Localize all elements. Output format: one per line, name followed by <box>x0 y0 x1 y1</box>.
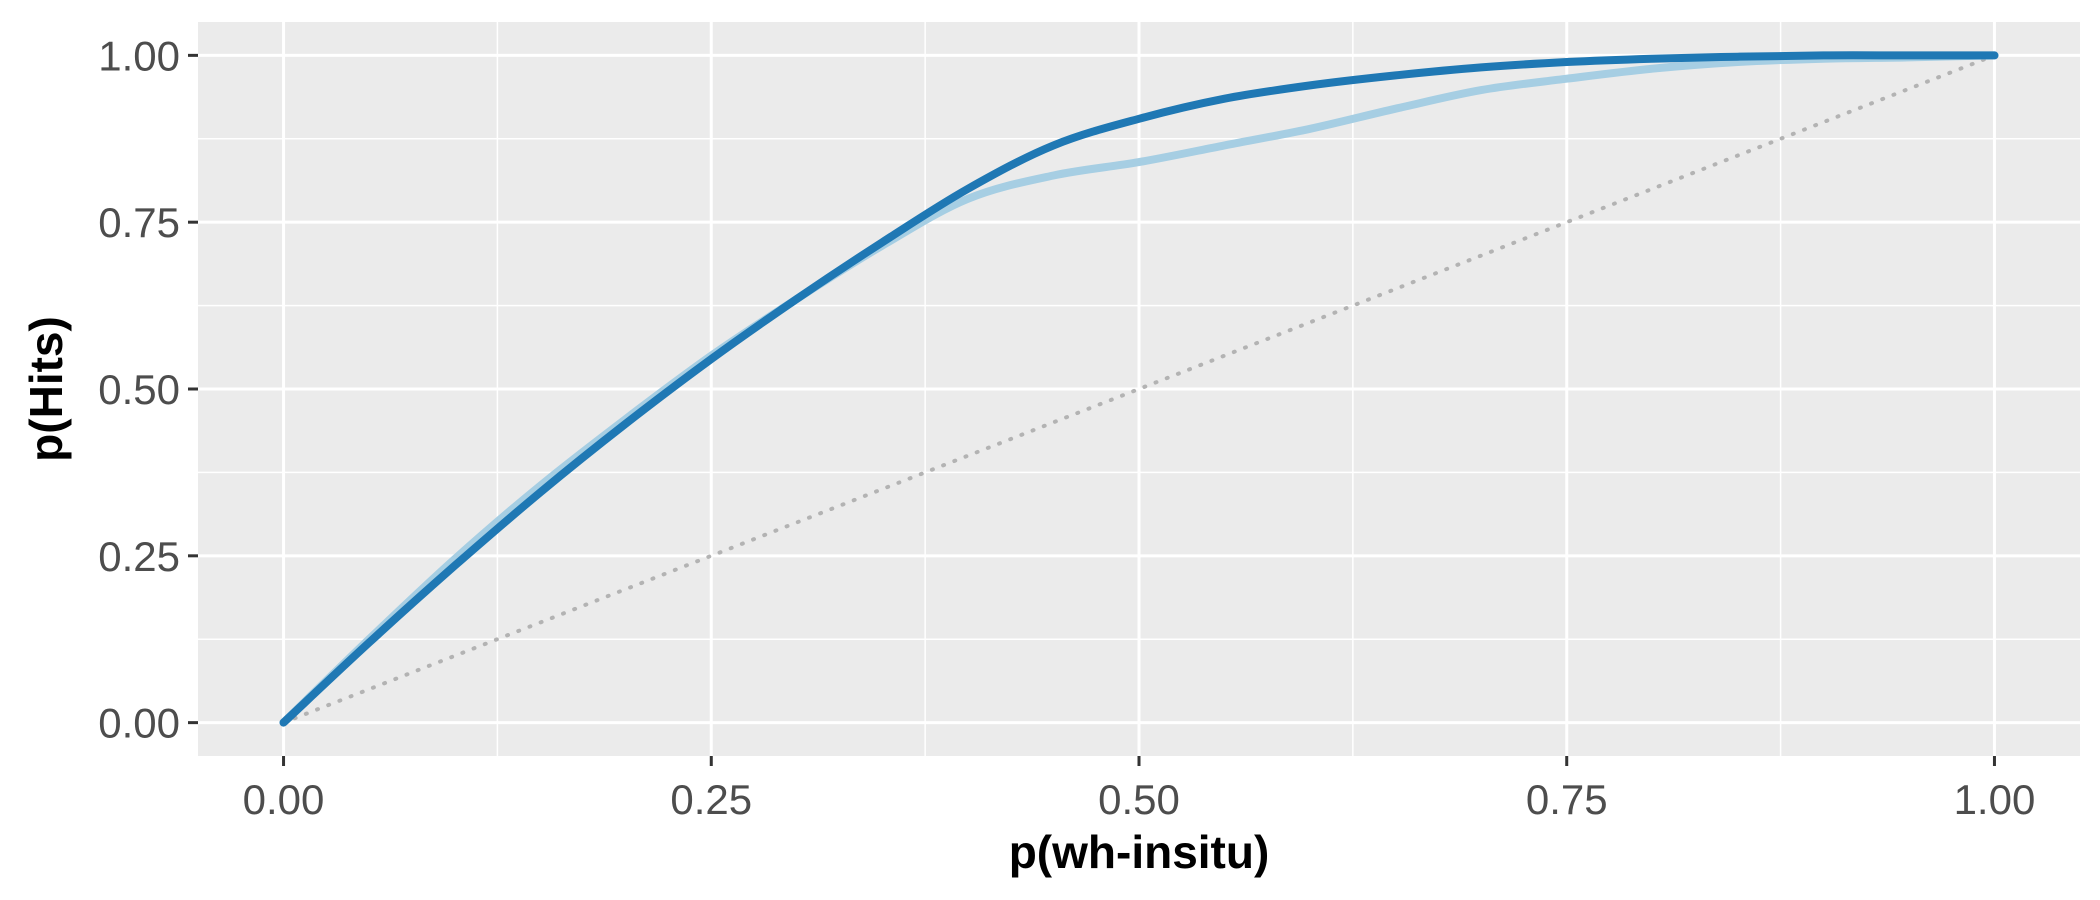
axis-tick-labels: 0.00 0.25 0.50 0.75 1.00 0.00 0.25 0.50 0.75 1.00 <box>98 32 2035 823</box>
x-axis-title: p(wh-insitu) <box>1009 826 1270 878</box>
x-tick-label: 0.75 <box>1526 776 1608 823</box>
y-tick-label: 0.75 <box>98 199 180 246</box>
major-gridlines <box>198 22 2080 756</box>
x-tick-label: 1.00 <box>1954 776 2036 823</box>
x-tick-label: 0.00 <box>243 776 325 823</box>
axis-ticks <box>188 53 1996 766</box>
series-layer <box>279 51 1999 727</box>
y-tick-label: 0.50 <box>98 366 180 413</box>
y-tick-label: 1.00 <box>98 32 180 79</box>
x-tick-label: 0.50 <box>1098 776 1180 823</box>
y-tick-label: 0.00 <box>98 700 180 747</box>
y-tick-label: 0.25 <box>98 533 180 580</box>
x-tick-label: 0.25 <box>670 776 752 823</box>
series-line-light <box>279 51 1999 727</box>
y-axis-title: p(Hits) <box>20 316 72 462</box>
series-line-dark <box>279 51 1999 727</box>
